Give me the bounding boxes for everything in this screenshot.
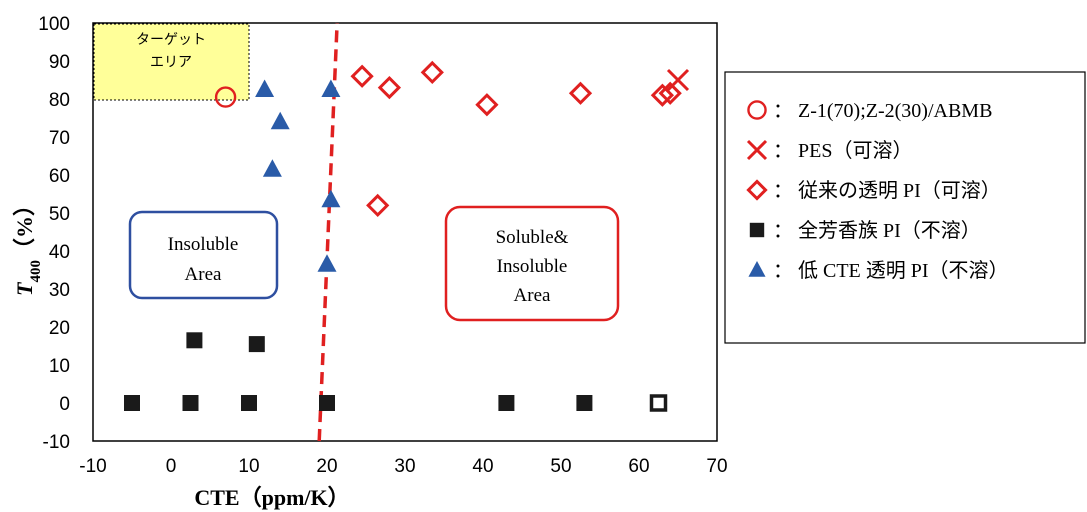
insoluble-region-box [128, 210, 279, 300]
x-tick-label: 30 [394, 456, 415, 477]
y-tick-label: 40 [49, 242, 70, 263]
soluble-region-label-line1: Soluble& [496, 227, 569, 248]
legend-item: ： PES（可溶） [746, 139, 912, 162]
data-point-circle [214, 86, 237, 108]
data-point-x [666, 68, 690, 92]
y-tick-label: 10 [49, 356, 70, 377]
plot-area: ターゲット エリア [92, 22, 718, 442]
y-tick-label: 90 [49, 52, 70, 73]
data-point-triangle [270, 111, 290, 130]
soluble-region: Soluble& Insoluble Area [444, 205, 620, 322]
y-tick-label: 20 [49, 318, 70, 339]
legend-marker-diamond [746, 179, 768, 201]
plot-frame [92, 22, 718, 442]
data-point-diamond [366, 193, 390, 218]
legend: ： Z-1(70);Z-2(30)/ABMB ： PES（可溶） ： 従来の透明 P… [724, 71, 1086, 344]
y-axis-title-tail: （%） [12, 194, 37, 260]
x-tick-label: 40 [472, 456, 493, 477]
data-point-square [124, 395, 140, 411]
data-point-square [248, 336, 265, 353]
data-point-diamond [650, 83, 675, 107]
data-point-square [498, 395, 515, 411]
data-point-square [576, 395, 593, 411]
data-points [124, 60, 690, 412]
legend-item: ： Z-1(70);Z-2(30)/ABMB [747, 100, 992, 122]
y-tick-label: 60 [49, 166, 70, 187]
y-tick-label: -10 [43, 432, 70, 453]
x-tick-label: 60 [628, 456, 649, 477]
data-point-triangle [321, 189, 341, 208]
data-point-square-open [649, 394, 668, 412]
legend-marker-circle [747, 100, 767, 120]
x-tick-label: 50 [550, 456, 571, 477]
data-point-square [182, 395, 199, 411]
y-tick-label: 80 [49, 90, 70, 111]
data-point-diamond [377, 75, 402, 100]
x-tick-label: 70 [706, 456, 727, 477]
x-axis-title: CTE（ppm/K） [194, 485, 349, 510]
legend-marker-x [746, 139, 768, 161]
soluble-region-label-line2: Insoluble [497, 256, 568, 277]
legend-item: ： 低 CTE 透明 PI（不溶） [748, 259, 1009, 282]
data-point-diamond [475, 93, 499, 117]
x-tick-label: -10 [79, 456, 106, 477]
data-point-square [186, 332, 203, 349]
legend-marker-triangle [748, 261, 766, 277]
x-tick-label: 10 [238, 456, 259, 477]
data-point-square [241, 395, 257, 411]
insoluble-region-label-line2: Area [185, 264, 222, 285]
x-marker-stroke [746, 139, 768, 161]
soluble-region-label-line3: Area [514, 285, 551, 306]
insoluble-region: Insoluble Area [128, 210, 279, 300]
data-point-diamond [350, 64, 374, 88]
legend-item: ： 従来の透明 PI（可溶） [746, 179, 1001, 202]
soluble-region-box [444, 205, 620, 322]
legend-label: ： PES（可溶） [773, 139, 912, 162]
data-point-triangle [255, 79, 275, 97]
x-tick-label: 20 [316, 456, 337, 477]
data-point-diamond [658, 81, 682, 105]
legend-label: ： 低 CTE 透明 PI（不溶） [773, 259, 1009, 282]
insoluble-region-label-line1: Insoluble [168, 234, 239, 255]
data-point-triangle [262, 159, 282, 177]
data-point-square [319, 395, 335, 411]
y-tick-label: 70 [49, 128, 70, 149]
x-tick-label: 0 [166, 456, 177, 477]
legend-label: ： Z-1(70);Z-2(30)/ABMB [773, 100, 992, 122]
y-tick-label: 100 [38, 14, 70, 35]
y-axis-title-sub: 400 [28, 260, 44, 283]
x-tick-labels: -10 0 10 20 30 40 50 60 70 [79, 456, 727, 477]
legend-marker-square [749, 222, 765, 238]
data-point-triangle [317, 254, 337, 272]
legend-label: ： 全芳香族 PI（不溶） [773, 219, 981, 242]
data-point-diamond [420, 60, 444, 85]
y-axis-title-main: T [12, 281, 37, 296]
data-point-diamond [568, 81, 593, 105]
y-tick-label: 50 [49, 204, 70, 225]
y-tick-label: 30 [49, 280, 70, 301]
y-axis-title: T400（%） [12, 194, 44, 296]
data-point-triangle [321, 79, 341, 97]
legend-label: ： 従来の透明 PI（可溶） [773, 179, 1001, 202]
y-tick-labels: -10 0 10 20 30 40 50 60 70 80 90 100 [38, 14, 70, 453]
y-tick-label: 0 [59, 394, 70, 415]
legend-item: ： 全芳香族 PI（不溶） [749, 219, 981, 242]
target-area-label-line2: エリア [150, 55, 192, 71]
target-area-label-line1: ターゲット [136, 32, 206, 48]
legend-box [724, 71, 1086, 344]
